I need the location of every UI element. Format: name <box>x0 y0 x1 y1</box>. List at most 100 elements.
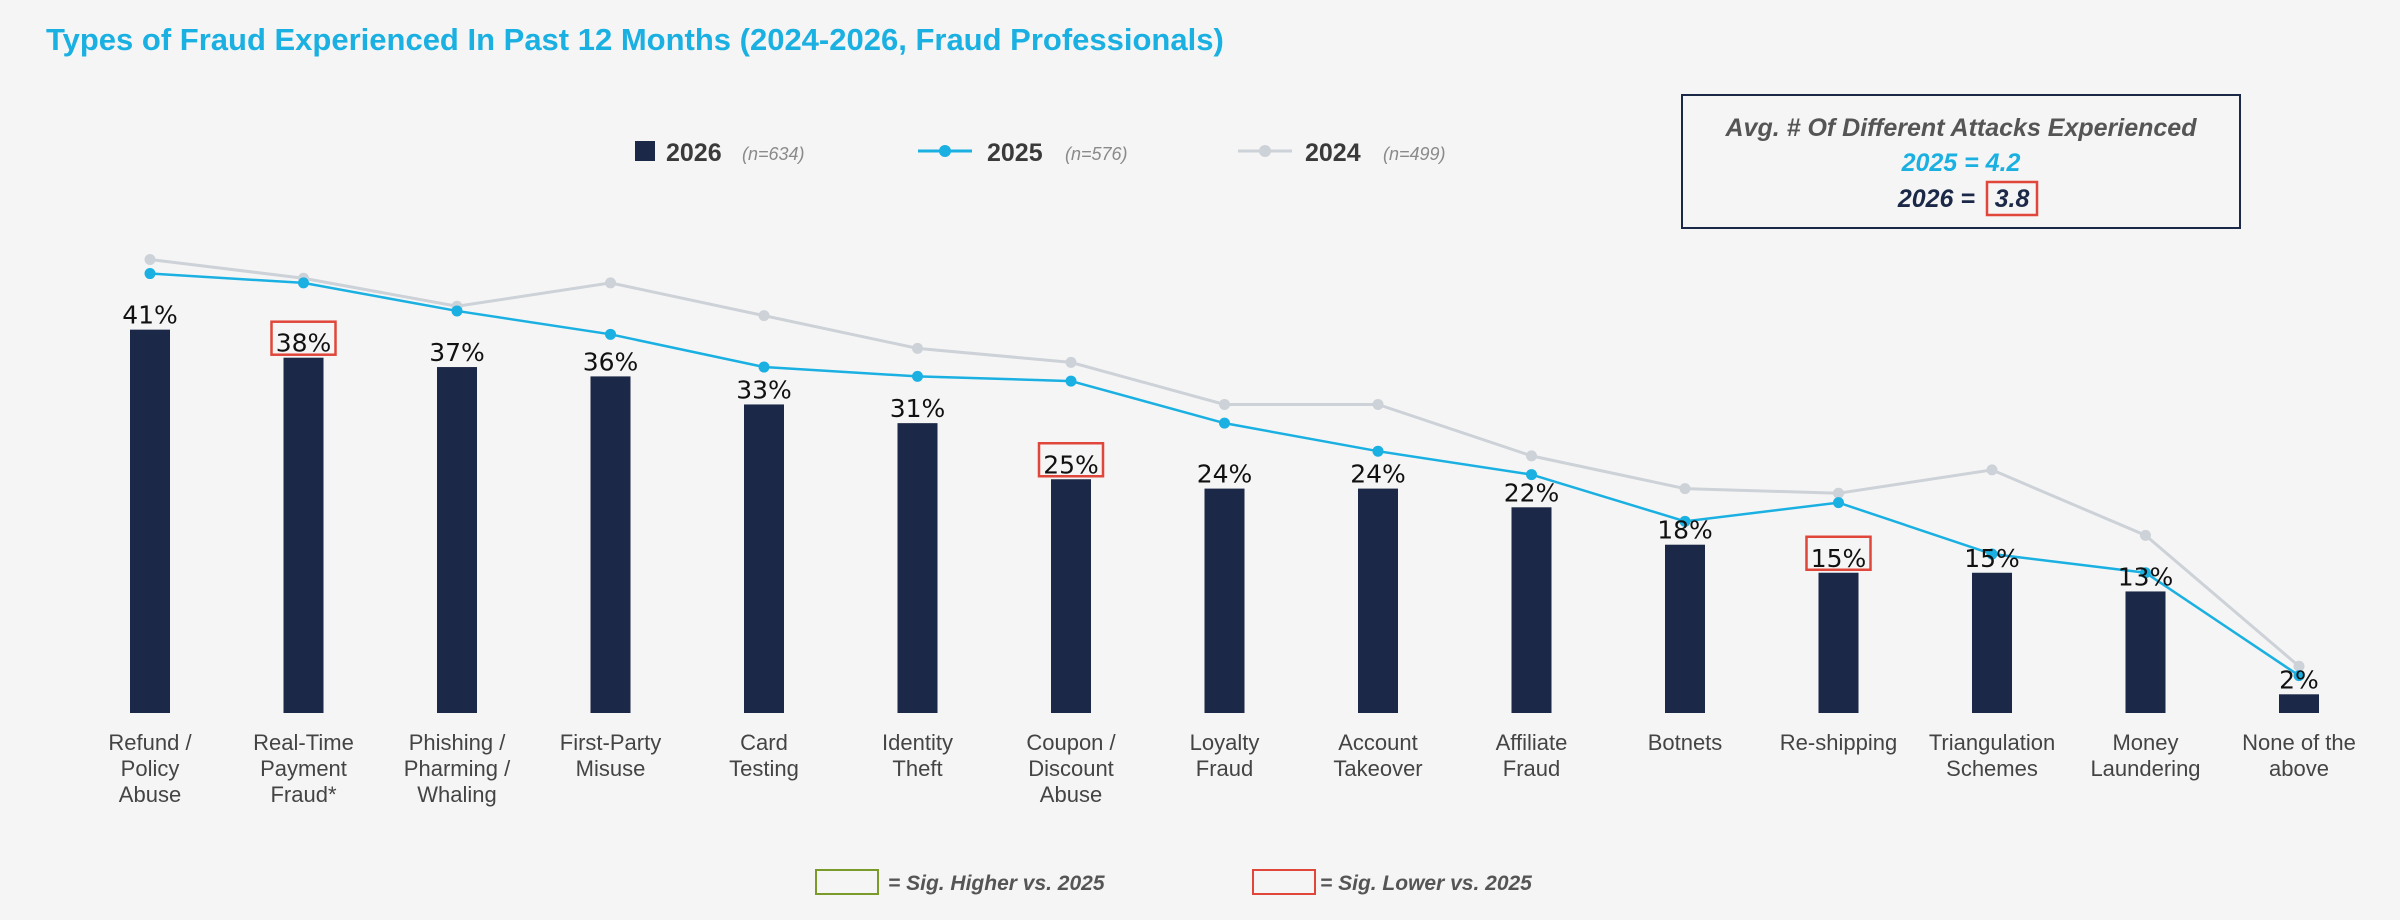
bar-2026 <box>2125 591 2166 713</box>
sig-lower-box <box>1037 442 1105 478</box>
avg-attacks-box: Avg. # Of Different Attacks Experienced … <box>1681 94 2241 229</box>
bar-2026 <box>1204 488 1245 713</box>
point-2025 <box>1065 375 1077 387</box>
point-2025 <box>1372 445 1384 457</box>
value-label-2026: 24% <box>1197 460 1253 489</box>
value-label-2026: 33% <box>736 375 792 404</box>
category-label: Card Testing <box>729 730 799 781</box>
bar-2026 <box>1511 507 1552 713</box>
bar-2026 <box>897 423 938 713</box>
category-labels: Refund / Policy Abuse Real-Time Payment Fraud… <box>108 730 2355 807</box>
legend-marker-2025 <box>939 145 951 157</box>
point-2025 <box>144 268 156 280</box>
legend: 2026 (n=634) 2025 (n=576) 2024 (n=499) <box>635 139 1446 167</box>
bar-2026 <box>1051 479 1091 713</box>
bars-2026 <box>130 329 2319 713</box>
point-2025 <box>605 328 616 340</box>
legend-swatch-2026 <box>635 141 655 161</box>
avg-attacks-frame <box>1681 94 2241 229</box>
bar-2026 <box>1665 544 1705 713</box>
point-2025 <box>2293 670 2305 682</box>
legend-marker-2024 <box>1259 145 1271 157</box>
value-label-2026: 22% <box>1504 478 1560 507</box>
point-2025 <box>1526 469 1537 481</box>
avg-attacks-2026-value: 3.8 <box>1995 185 2030 213</box>
value-labels: 41% 38% 37% 36% 33% 31% 25% 24% 24% 22% 18% 15% 15% 1… <box>122 301 2319 695</box>
point-2025 <box>2140 567 2151 579</box>
point-2024 <box>1833 487 1844 499</box>
point-2024 <box>1065 356 1077 368</box>
point-2024 <box>1986 464 1998 476</box>
point-2024 <box>1372 398 1384 410</box>
bar-2026 <box>1818 572 1859 713</box>
legend-label-2024: 2024 <box>1305 139 1361 167</box>
legend-label-2025: 2025 <box>987 139 1043 167</box>
value-label-2026: 2% <box>2279 665 2319 694</box>
sig-lower-label: = Sig. Lower vs. 2025 <box>1320 872 1532 895</box>
category-label: Refund / Policy Abuse <box>108 730 192 807</box>
bar-2026 <box>590 376 631 713</box>
avg-attacks-2026-prefix: 2026 = <box>1897 185 1976 213</box>
point-2024 <box>2140 529 2151 541</box>
point-2024 <box>1219 398 1230 410</box>
category-label: Account Takeover <box>1333 730 1422 781</box>
value-label-2026: 37% <box>429 338 485 367</box>
point-2025 <box>1833 497 1844 509</box>
point-2024 <box>144 254 156 266</box>
value-label-2026: 38% <box>276 329 332 358</box>
legend-n-2026: (n=634) <box>742 144 805 164</box>
point-2025 <box>298 277 309 289</box>
sig-higher-swatch <box>815 869 879 895</box>
sig-higher-label: = Sig. Higher vs. 2025 <box>888 872 1105 895</box>
trend-lines <box>144 254 2305 682</box>
point-2025 <box>758 361 770 373</box>
value-label-2026: 15% <box>1964 544 2020 573</box>
value-label-2026: 18% <box>1657 516 1713 545</box>
category-label: First-Party Misuse <box>560 730 661 781</box>
legend-n-2025: (n=576) <box>1065 144 1128 164</box>
category-label: Affiliate Fraud <box>1496 730 1568 781</box>
point-2025 <box>451 305 463 317</box>
point-2024 <box>605 277 616 289</box>
point-2024 <box>912 342 923 354</box>
category-label: Re-shipping <box>1780 730 1897 755</box>
avg-attacks-2025: 2025 = 4.2 <box>1901 149 2021 177</box>
bar-2026 <box>1972 572 2012 713</box>
point-2024 <box>1679 483 1691 495</box>
category-label: None of the above <box>2242 730 2356 781</box>
point-2025 <box>912 370 923 382</box>
bar-2026 <box>130 329 170 713</box>
sig-lower-box <box>270 320 337 356</box>
chart-title: Types of Fraud Experienced In Past 12 Mo… <box>46 22 1224 57</box>
category-label: Coupon / Discount Abuse <box>1026 730 1116 807</box>
bar-2026 <box>283 357 324 713</box>
value-label-2026: 24% <box>1350 460 1406 489</box>
avg-attacks-2026-sig-box <box>1985 180 2039 217</box>
avg-attacks-heading: Avg. # Of Different Attacks Experienced <box>1725 114 2198 142</box>
point-2025 <box>1986 548 1998 560</box>
category-label: Triangulation Schemes <box>1929 730 2055 781</box>
value-label-2026: 36% <box>583 347 639 376</box>
point-2025 <box>1219 417 1230 429</box>
point-2025 <box>1679 515 1691 527</box>
category-label: Identity Theft <box>882 730 953 781</box>
legend-n-2024: (n=499) <box>1383 144 1446 164</box>
point-2024 <box>1526 450 1537 462</box>
point-2024 <box>758 310 770 322</box>
category-label: Real-Time Payment Fraud* <box>253 730 354 807</box>
bar-2026 <box>744 404 784 713</box>
sig-lower-box <box>1805 535 1872 571</box>
category-label: Loyalty Fraud <box>1190 730 1260 781</box>
bar-2026 <box>2279 694 2319 713</box>
value-label-2026: 25% <box>1043 450 1099 479</box>
sig-lower-swatch <box>1252 869 1316 895</box>
value-label-2026: 13% <box>2118 562 2174 591</box>
category-label: Money Laundering <box>2090 730 2200 781</box>
value-label-2026: 15% <box>1811 544 1867 573</box>
significance-key: = Sig. Higher vs. 2025 = Sig. Lower vs. … <box>815 869 1532 895</box>
value-label-2026: 31% <box>890 394 946 423</box>
bar-2026 <box>437 367 477 713</box>
legend-label-2026: 2026 <box>666 139 722 167</box>
category-label: Botnets <box>1648 730 1723 755</box>
